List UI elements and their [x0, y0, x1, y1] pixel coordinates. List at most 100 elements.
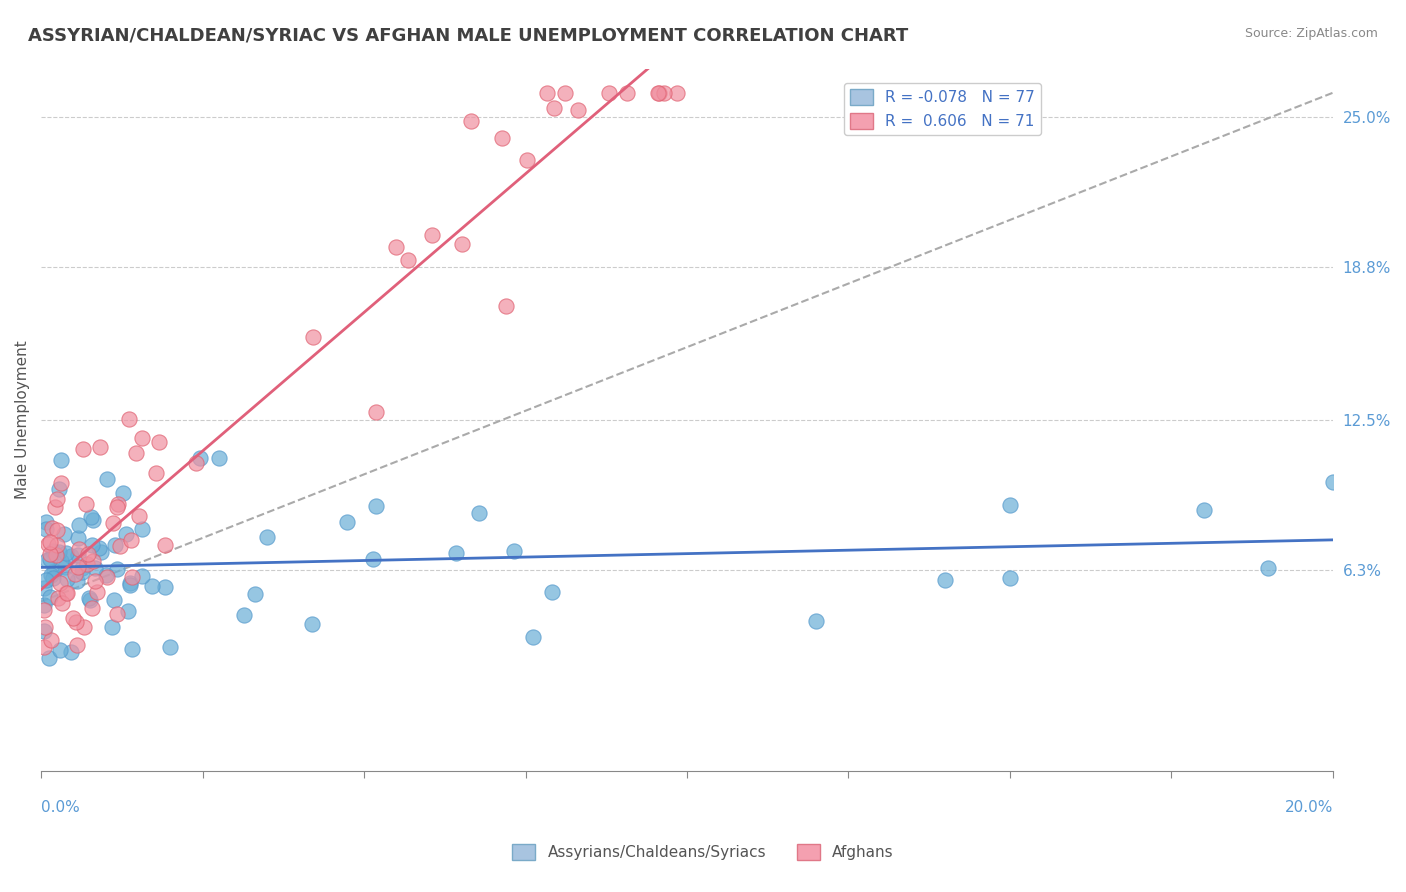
- Point: [616, 86, 638, 100]
- Point: [44, 564, 66, 578]
- Point: [652, 86, 675, 100]
- Point: [56, 572, 79, 586]
- Point: [554, 86, 576, 100]
- Point: [153, 580, 176, 594]
- Point: [41, 521, 63, 535]
- Point: [48, 545, 70, 559]
- Point: [34, 624, 56, 638]
- Point: [34, 599, 56, 613]
- Point: [46, 538, 69, 552]
- Point: [39, 591, 62, 605]
- Point: [70, 561, 93, 575]
- Point: [121, 570, 143, 584]
- Point: [503, 544, 526, 558]
- Point: [1257, 560, 1279, 574]
- Point: [188, 451, 211, 466]
- Point: [105, 500, 128, 514]
- Point: [159, 640, 181, 654]
- Point: [66, 574, 89, 588]
- Text: 0.0%: 0.0%: [41, 800, 80, 815]
- Point: [491, 130, 513, 145]
- Point: [648, 86, 671, 100]
- Point: [52, 527, 75, 541]
- Point: [245, 587, 267, 601]
- Point: [598, 86, 620, 100]
- Point: [141, 579, 163, 593]
- Point: [67, 541, 90, 556]
- Point: [155, 537, 177, 551]
- Point: [934, 574, 956, 588]
- Point: [38, 651, 60, 665]
- Point: [131, 568, 153, 582]
- Point: [45, 548, 67, 562]
- Point: [460, 113, 482, 128]
- Point: [41, 544, 63, 558]
- Point: [94, 568, 117, 582]
- Point: [364, 499, 387, 513]
- Y-axis label: Male Unemployment: Male Unemployment: [15, 341, 30, 500]
- Text: ASSYRIAN/CHALDEAN/SYRIAC VS AFGHAN MALE UNEMPLOYMENT CORRELATION CHART: ASSYRIAN/CHALDEAN/SYRIAC VS AFGHAN MALE …: [28, 27, 908, 45]
- Point: [46, 591, 69, 605]
- Point: [208, 451, 231, 466]
- Point: [96, 569, 118, 583]
- Point: [82, 554, 104, 568]
- Point: [53, 560, 76, 574]
- Point: [117, 604, 139, 618]
- Point: [80, 601, 103, 615]
- Point: [51, 453, 73, 467]
- Point: [84, 574, 107, 589]
- Point: [77, 591, 100, 606]
- Point: [48, 482, 70, 496]
- Point: [131, 431, 153, 445]
- Point: [105, 562, 128, 576]
- Point: [67, 531, 90, 545]
- Point: [70, 565, 93, 579]
- Point: [148, 435, 170, 450]
- Point: [567, 103, 589, 117]
- Point: [79, 593, 101, 607]
- Point: [806, 614, 828, 628]
- Point: [536, 86, 558, 100]
- Point: [361, 552, 384, 566]
- Point: [96, 472, 118, 486]
- Text: 20.0%: 20.0%: [1285, 800, 1333, 815]
- Point: [124, 446, 146, 460]
- Point: [120, 533, 142, 547]
- Point: [67, 518, 90, 533]
- Point: [45, 523, 67, 537]
- Point: [128, 508, 150, 523]
- Point: [35, 522, 58, 536]
- Point: [44, 500, 66, 514]
- Point: [543, 101, 565, 115]
- Point: [48, 643, 70, 657]
- Point: [396, 252, 419, 267]
- Point: [34, 602, 56, 616]
- Point: [63, 567, 86, 582]
- Point: [184, 456, 207, 470]
- Point: [76, 558, 98, 572]
- Point: [87, 541, 110, 556]
- Point: [35, 574, 58, 588]
- Point: [101, 620, 124, 634]
- Point: [522, 630, 544, 644]
- Point: [67, 548, 90, 562]
- Point: [302, 330, 325, 344]
- Point: [647, 86, 669, 100]
- Point: [66, 638, 89, 652]
- Point: [107, 497, 129, 511]
- Point: [420, 228, 443, 243]
- Point: [49, 575, 72, 590]
- Point: [45, 492, 67, 507]
- Point: [998, 498, 1021, 512]
- Point: [86, 585, 108, 599]
- Point: [60, 549, 83, 563]
- Point: [108, 539, 131, 553]
- Point: [35, 515, 58, 529]
- Point: [450, 237, 472, 252]
- Point: [1192, 503, 1215, 517]
- Point: [336, 515, 359, 529]
- Point: [65, 615, 87, 629]
- Point: [34, 640, 56, 654]
- Point: [118, 575, 141, 590]
- Point: [77, 547, 100, 561]
